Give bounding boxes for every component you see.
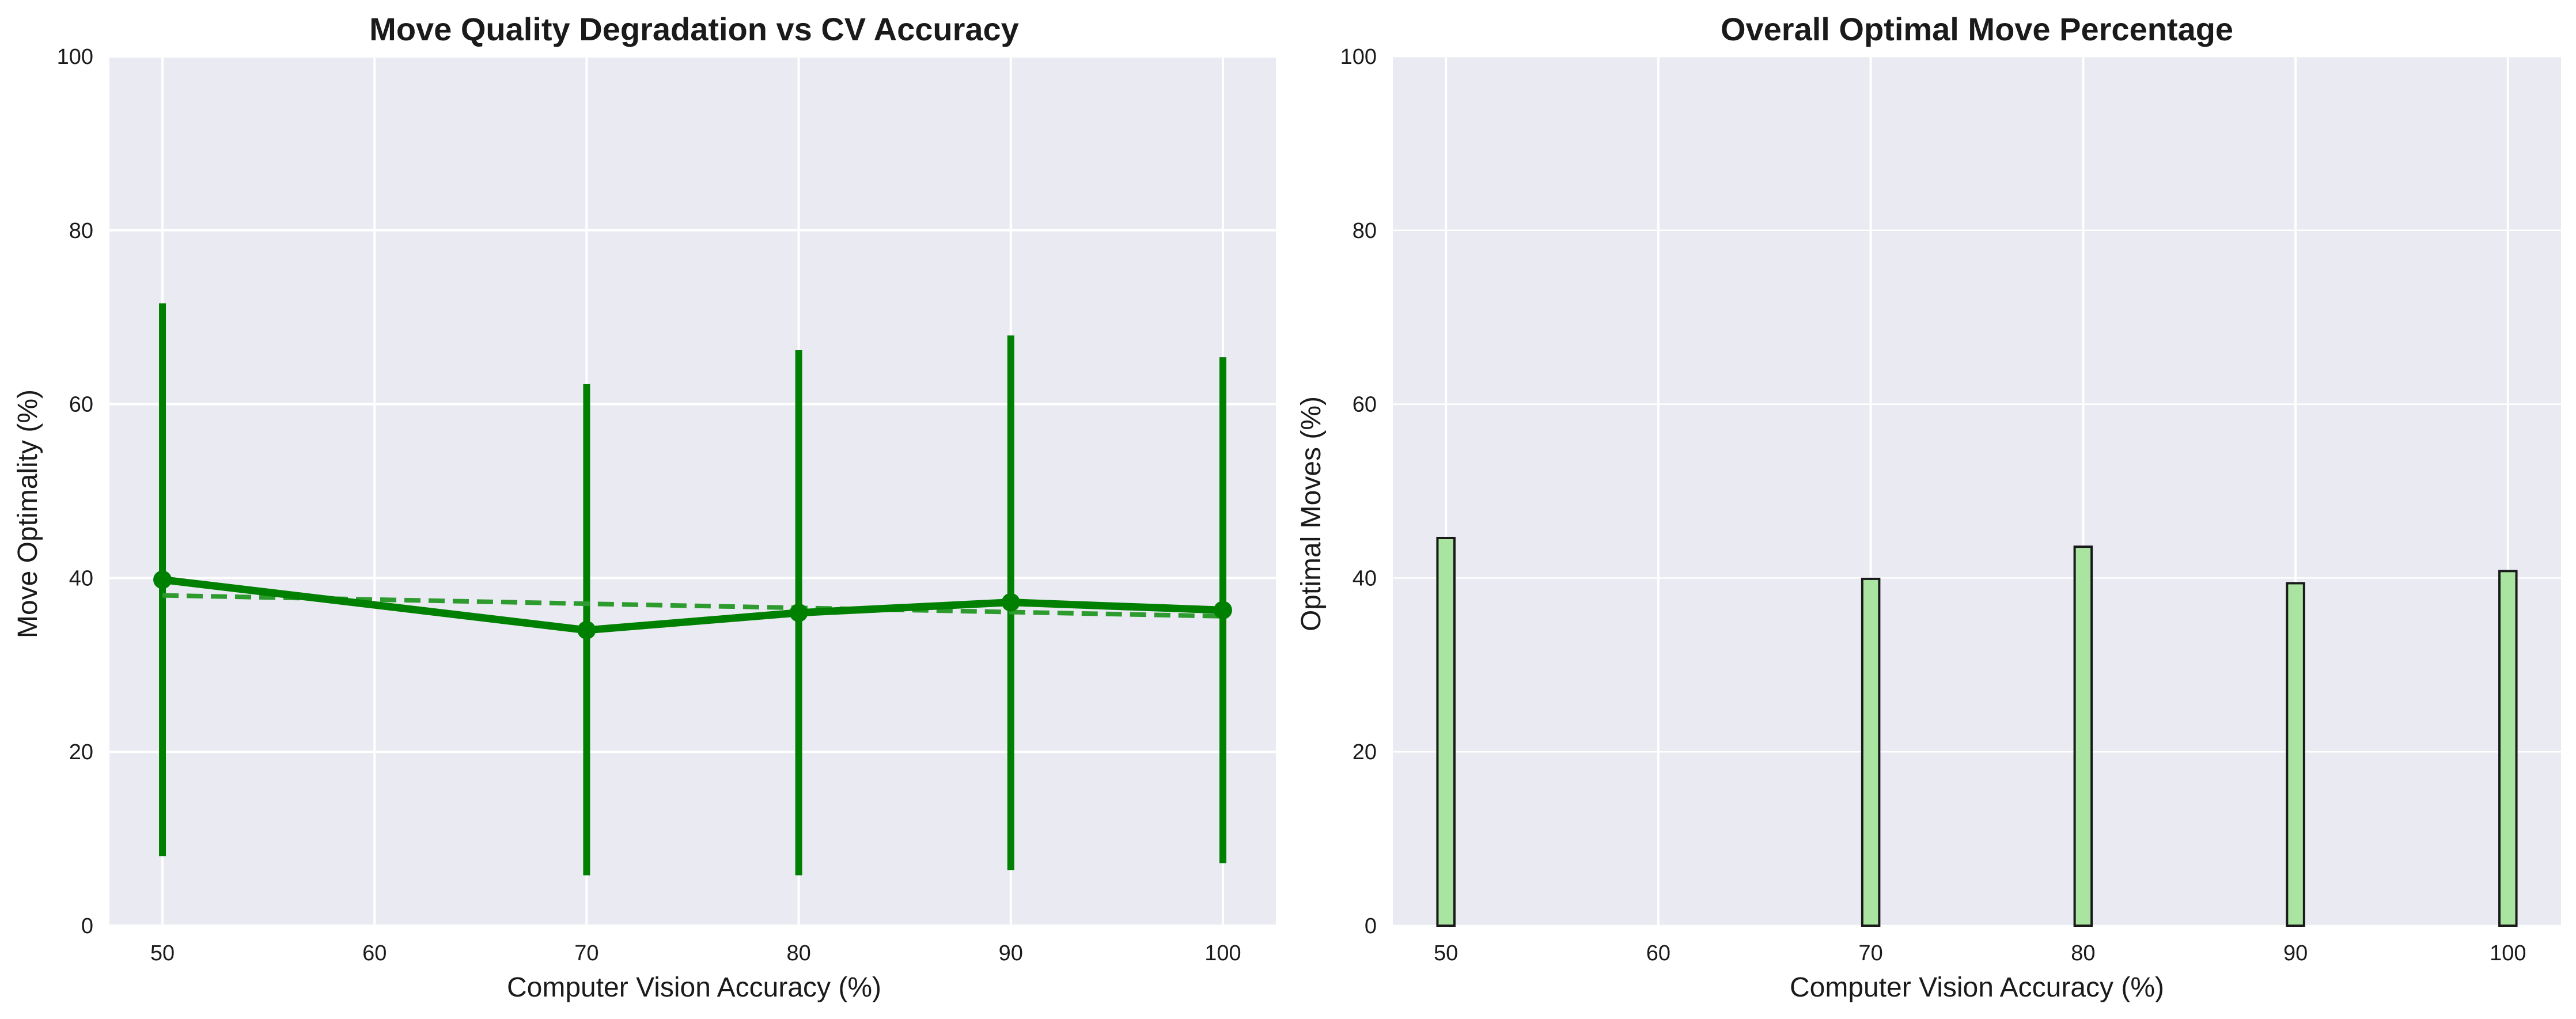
right-chart-y-tick-label: 40 [1353,566,1377,590]
left-chart-y-tick-label: 60 [69,393,93,417]
left-chart-y-tick-label: 0 [81,914,93,938]
right-chart-y-axis-label: Optimal Moves (%) [1296,396,1327,631]
left-chart-data-point [153,570,172,589]
left-chart-y-axis-label: Move Optimality (%) [13,389,43,638]
right-chart-bar [1436,536,1456,927]
right-chart-bar [2073,546,2093,927]
right-chart-title: Overall Optimal Move Percentage [1721,11,2233,47]
left-chart-y-tick-label: 100 [57,45,93,69]
left-chart-x-axis-label: Computer Vision Accuracy (%) [507,972,881,1003]
right-chart-y-tick-label: 20 [1353,740,1377,764]
left-chart-y-tick-label: 20 [69,740,93,764]
right-chart-bar [2286,582,2305,927]
right-chart-y-tick-label: 60 [1353,393,1377,417]
left-chart-data-point [789,603,808,622]
left-chart-data-point [1001,593,1020,612]
right-chart-plot-area [1393,56,2561,926]
left-chart-y-tick-label: 40 [69,566,93,590]
right-chart-x-axis-label: Computer Vision Accuracy (%) [1790,972,2164,1003]
left-chart-plot-area [109,56,1276,926]
left-chart-x-tick-label: 50 [150,941,175,965]
right-chart-y-tick-label: 100 [1340,45,1377,69]
right-chart-bar [1861,577,1881,927]
right-chart-y-tick-label: 80 [1353,219,1377,243]
right-chart-x-tick-label: 90 [2283,941,2308,965]
right-chart-x-tick-label: 70 [1858,941,1882,965]
left-chart-x-tick-label: 100 [1204,941,1241,965]
left-chart-x-tick-label: 80 [786,941,810,965]
left-chart-data-point [1213,601,1232,620]
left-chart-title: Move Quality Degradation vs CV Accuracy [369,11,1019,47]
right-chart: Overall Optimal Move Percentage Computer… [1296,11,2561,1003]
left-chart-data-point [577,620,596,639]
right-chart-x-tick-label: 80 [2071,941,2095,965]
right-chart-x-tick-label: 100 [2490,941,2526,965]
left-chart-y-tick-label: 80 [69,219,93,243]
right-chart-bar [2498,570,2518,927]
right-chart-x-tick-label: 50 [1434,941,1458,965]
right-chart-y-tick-label: 0 [1365,914,1377,938]
left-chart-x-tick-label: 90 [999,941,1023,965]
left-chart-x-tick-label: 60 [362,941,387,965]
left-chart: Move Quality Degradation vs CV Accuracy … [13,11,1276,1003]
left-chart-x-tick-label: 70 [574,941,598,965]
right-chart-x-tick-label: 60 [1646,941,1670,965]
